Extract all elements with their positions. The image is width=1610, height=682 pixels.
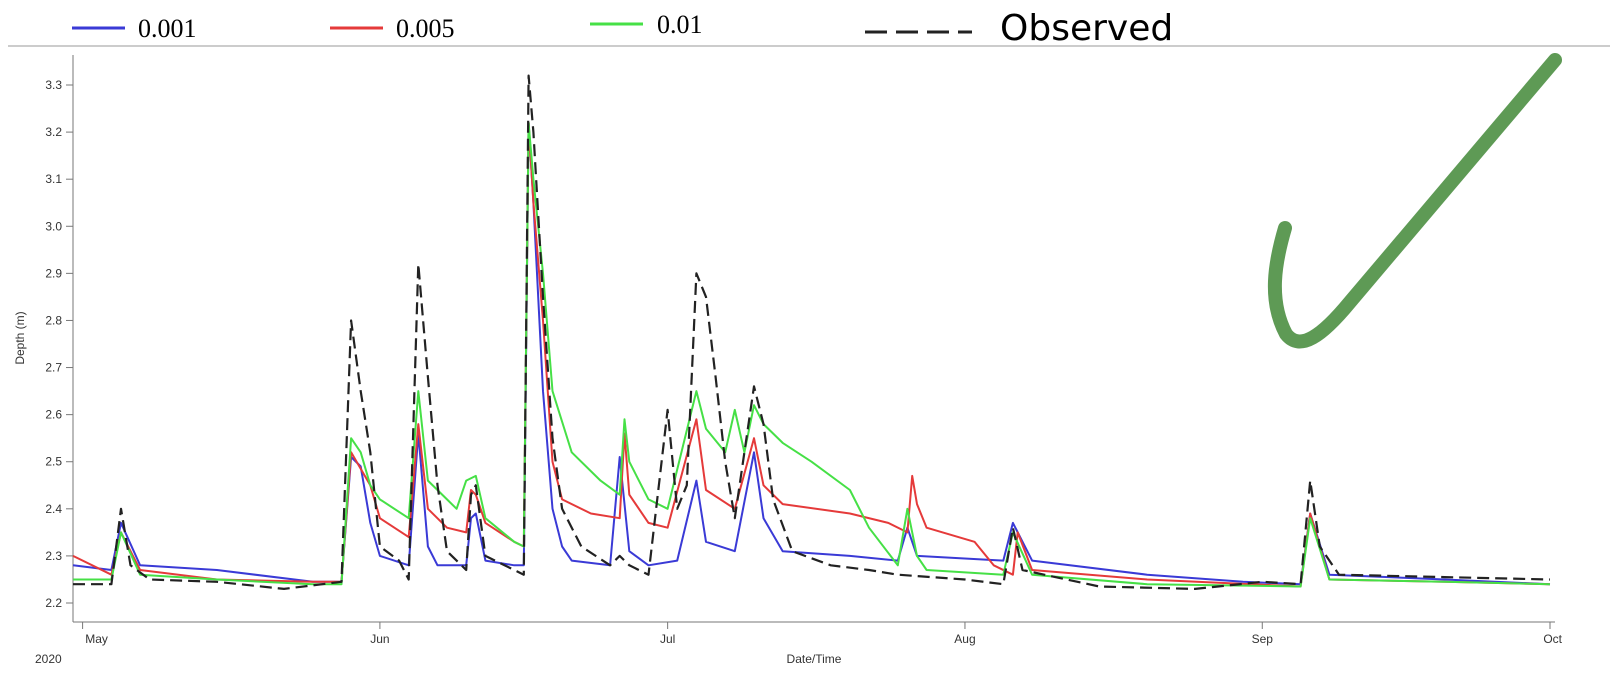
legend-label-0-01: 0.01: [657, 10, 703, 39]
year-label: 2020: [35, 652, 62, 666]
legend-label-observed: Observed: [1000, 8, 1173, 49]
y-tick-label: 3.0: [45, 219, 62, 233]
x-tick-label: Oct: [1543, 632, 1562, 646]
axes: [72, 55, 1555, 623]
x-tick-label: Jun: [370, 632, 389, 646]
y-ticks: 2.2 2.3 2.4 2.5 2.6 2.7 2.8 2.9 3.0 3.1 3.2 3.3: [45, 78, 73, 610]
y-tick-label: 3.3: [45, 78, 62, 92]
y-tick-label: 2.8: [45, 313, 62, 327]
y-tick-label: 2.2: [45, 596, 62, 610]
series-line-0-001: [72, 121, 1551, 586]
legend-label-0-001: 0.001: [138, 14, 197, 43]
y-tick-label: 3.2: [45, 125, 62, 139]
y-tick-label: 3.1: [45, 172, 62, 186]
checkmark-icon: [1267, 53, 1562, 349]
x-ticks: May Jun Jul Aug Sep Oct: [82, 622, 1563, 646]
legend: 0.001 0.005 0.01 Observed: [72, 8, 1173, 49]
y-tick-label: 2.3: [45, 549, 62, 563]
series-line-0-01: [73, 121, 1551, 588]
y-axis-title: Depth (m): [13, 311, 27, 364]
y-tick-label: 2.9: [45, 266, 62, 280]
x-axis-title: Date/Time: [787, 652, 842, 666]
y-tick-label: 2.6: [45, 408, 62, 422]
x-tick-label: Jul: [660, 632, 675, 646]
x-tick-label: May: [85, 632, 108, 646]
series-line-observed: [73, 74, 1551, 590]
y-tick-label: 2.4: [45, 502, 62, 516]
series-line-0-005: [72, 121, 1551, 588]
x-tick-label: Sep: [1252, 632, 1274, 646]
x-tick-label: Aug: [954, 632, 975, 646]
y-tick-label: 2.5: [45, 455, 62, 469]
y-tick-label: 2.7: [45, 361, 62, 375]
legend-label-0-005: 0.005: [396, 14, 455, 43]
series-group: [72, 74, 1551, 590]
